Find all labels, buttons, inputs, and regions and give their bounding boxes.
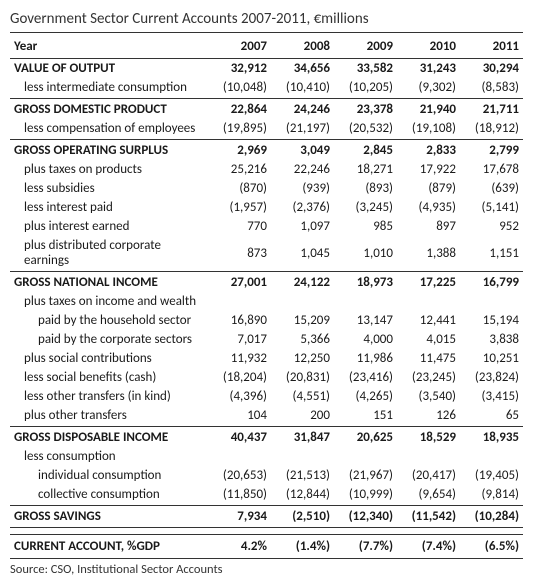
- row-less-comp-employees: less compensation of employees (19,895) …: [10, 119, 523, 140]
- row-less-consumption: less consumption: [10, 447, 523, 466]
- header-row: Year 2007 2008 2009 2010 2011: [10, 35, 523, 59]
- row-less-other-inkind: less other transfers (in kind) (4,396) (…: [10, 387, 523, 406]
- row-plus-taxes-products: plus taxes on products 25,216 22,246 18,…: [10, 160, 523, 179]
- page-title: Government Sector Current Accounts 2007-…: [10, 8, 523, 33]
- accounts-table: Year 2007 2008 2009 2010 2011 VALUE OF O…: [10, 35, 523, 559]
- row-gross-disp-income: GROSS DISPOSABLE INCOME 40,437 31,847 20…: [10, 427, 523, 448]
- row-value-of-output: VALUE OF OUTPUT 32,912 34,656 33,582 31,…: [10, 59, 523, 79]
- col-2010: 2010: [397, 35, 460, 59]
- row-gross-savings: GROSS SAVINGS 7,934 (2,510) (12,340) (11…: [10, 506, 523, 528]
- row-plus-other-transfers: plus other transfers 104 200 151 126 65: [10, 406, 523, 427]
- row-plus-social-contrib: plus social contributions 11,932 12,250 …: [10, 349, 523, 368]
- spacer-row: [10, 528, 523, 535]
- row-less-interest-paid: less interest paid (1,957) (2,376) (3,24…: [10, 198, 523, 217]
- row-less-social-benefits: less social benefits (cash) (18,204) (20…: [10, 368, 523, 387]
- row-plus-dist-corp-earn: plus distributed corporate earnings 873 …: [10, 236, 523, 272]
- row-collective-cons: collective consumption (11,850) (12,844)…: [10, 485, 523, 506]
- col-2009: 2009: [334, 35, 397, 59]
- col-2007: 2007: [208, 35, 271, 59]
- row-gross-op-surplus: GROSS OPERATING SURPLUS 2,969 3,049 2,84…: [10, 140, 523, 161]
- col-2011: 2011: [460, 35, 523, 59]
- source-text: Source: CSO, Institutional Sector Accoun…: [10, 559, 523, 577]
- col-2008: 2008: [271, 35, 334, 59]
- row-less-intermediate: less intermediate consumption (10,048) (…: [10, 78, 523, 99]
- row-gni: GROSS NATIONAL INCOME 27,001 24,122 18,9…: [10, 272, 523, 293]
- row-paid-corporate: paid by the corporate sectors 7,017 5,36…: [10, 330, 523, 349]
- row-plus-taxes-inc-wealth: plus taxes on income and wealth: [10, 292, 523, 311]
- row-plus-interest-earned: plus interest earned 770 1,097 985 897 9…: [10, 217, 523, 236]
- row-paid-household: paid by the household sector 16,890 15,2…: [10, 311, 523, 330]
- row-gdp: GROSS DOMESTIC PRODUCT 22,864 24,246 23,…: [10, 99, 523, 120]
- row-less-subsidies: less subsidies (870) (939) (893) (879) (…: [10, 179, 523, 198]
- col-year: Year: [10, 35, 208, 59]
- row-individual-cons: individual consumption (20,653) (21,513)…: [10, 466, 523, 485]
